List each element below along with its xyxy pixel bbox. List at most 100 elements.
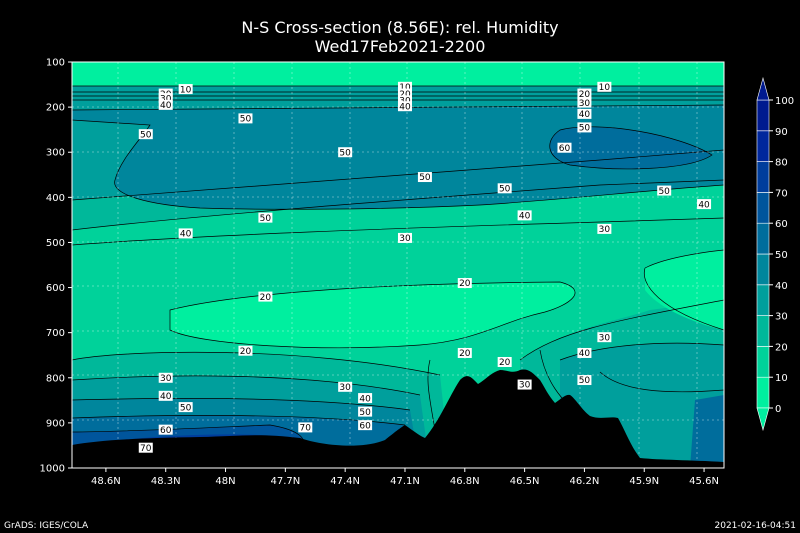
- contour-label: 10: [180, 85, 192, 95]
- x-tick-label: 45.6N: [689, 476, 719, 487]
- contour-label-bg: [258, 291, 273, 302]
- y-tick-label: 200: [46, 103, 65, 114]
- colorbar-segment: [756, 99, 770, 132]
- y-axis: 100 200 300 400 500 600 700 800 900 1000: [40, 58, 72, 475]
- contour-labels: 1010102030402030402030405050505060505050…: [138, 81, 712, 454]
- contour-label: 50: [140, 130, 152, 140]
- x-tick-label: 45.9N: [629, 476, 659, 487]
- y-tick-label: 500: [46, 238, 65, 249]
- contour-label-bg: [178, 402, 193, 413]
- contour-label: 30: [599, 225, 611, 235]
- plot-area: 1010102030402030402030405050505060505050…: [72, 62, 724, 468]
- contour-label: 10: [399, 83, 411, 93]
- contour-label-bg: [158, 372, 173, 383]
- contour-label-bg: [497, 183, 512, 194]
- contour-label-bg: [397, 232, 412, 243]
- contour-label: 60: [359, 421, 371, 431]
- colorbar-label: 60: [775, 219, 788, 230]
- contour-label: 20: [240, 347, 252, 357]
- contour-label: 40: [519, 212, 531, 222]
- contour-label-bg: [597, 81, 612, 92]
- contour-label: 30: [519, 381, 531, 391]
- contour-label-bg: [358, 406, 373, 417]
- contour-label: 20: [579, 90, 591, 100]
- x-tick-label: 48N: [215, 476, 235, 487]
- footer-left: GrADS: IGES/COLA: [4, 521, 89, 531]
- contour-label: 20: [459, 349, 471, 359]
- contour-label: 70: [140, 444, 152, 454]
- contour-label: 30: [339, 383, 351, 393]
- contour-label: 40: [160, 101, 172, 111]
- contour-label-bg: [497, 356, 512, 367]
- y-tick-label: 600: [46, 283, 65, 294]
- contour-label-bg: [517, 379, 532, 390]
- colorbar-label: 20: [775, 342, 788, 353]
- contour-label-bg: [397, 101, 412, 112]
- colorbar-low-arrow: [756, 407, 770, 432]
- colorbar-segment: [756, 253, 770, 286]
- contour-label: 40: [579, 110, 591, 120]
- contour-label: 60: [160, 426, 172, 436]
- contour-label-bg: [298, 422, 313, 433]
- colorbar-segment: [756, 130, 770, 162]
- contour-label-bg: [577, 375, 592, 386]
- contour-label: 40: [698, 200, 710, 210]
- contour-label-bg: [158, 99, 173, 110]
- contour-label-bg: [258, 212, 273, 223]
- contour-label-bg: [138, 129, 153, 140]
- field-60-70-right: [690, 395, 724, 468]
- contour-label: 30: [599, 333, 611, 343]
- contour-label: 50: [240, 115, 252, 125]
- terrain: [72, 369, 724, 468]
- contour-label: 50: [499, 185, 511, 195]
- contour-label-bg: [397, 81, 412, 92]
- contour-label: 30: [160, 94, 172, 104]
- contour-label: 30: [579, 99, 591, 109]
- contour-label-bg: [338, 381, 353, 392]
- contour-label: 40: [399, 102, 411, 112]
- contour-label-bg: [457, 278, 472, 289]
- colorbar-segment: [756, 161, 770, 193]
- colorbar-label: 90: [775, 127, 788, 138]
- colorbar-high-arrow: [756, 76, 770, 101]
- x-tick-label: 46.2N: [570, 476, 600, 487]
- contour-label-bg: [178, 228, 193, 239]
- colorbar-label: 40: [775, 281, 788, 292]
- contour-label: 20: [260, 293, 272, 303]
- contour-label-bg: [577, 97, 592, 108]
- y-tick-label: 300: [46, 148, 65, 159]
- contour-label-bg: [138, 442, 153, 453]
- x-tick-label: 46.5N: [510, 476, 540, 487]
- contour-label: 50: [579, 124, 591, 134]
- contour-label: 60: [559, 144, 571, 154]
- colorbar-label: 10: [775, 373, 788, 384]
- contour-label: 50: [260, 214, 272, 224]
- contour-label: 20: [399, 90, 411, 100]
- contour-label-bg: [358, 420, 373, 431]
- contour-label-bg: [338, 147, 353, 158]
- contour-label-bg: [597, 332, 612, 343]
- contour-label: 50: [658, 187, 670, 197]
- contour-label: 50: [419, 173, 431, 183]
- x-tick-label: 47.4N: [330, 476, 360, 487]
- y-tick-label: 800: [46, 373, 65, 384]
- colorbar-label: 100: [775, 96, 794, 107]
- contour-label: 10: [599, 83, 611, 93]
- contour-label-bg: [577, 108, 592, 119]
- contour-label-bg: [577, 347, 592, 358]
- colorbar-segment: [756, 284, 770, 316]
- colorbar: 0 10 20 30 40 50 60 70 80 90 100: [756, 76, 794, 432]
- contour-label-bg: [557, 142, 572, 153]
- y-tick-label: 900: [46, 418, 65, 429]
- contour-label: 70: [300, 424, 312, 434]
- x-tick-label: 47.7N: [270, 476, 300, 487]
- contour-label-bg: [397, 95, 412, 106]
- contour-label-bg: [657, 185, 672, 196]
- colorbar-label: 30: [775, 312, 788, 323]
- contour-label: 30: [160, 374, 172, 384]
- y-tick-label: 1000: [40, 464, 65, 475]
- x-tick-label: 48.6N: [91, 476, 121, 487]
- colorbar-segment: [756, 346, 770, 378]
- contour-label: 40: [579, 349, 591, 359]
